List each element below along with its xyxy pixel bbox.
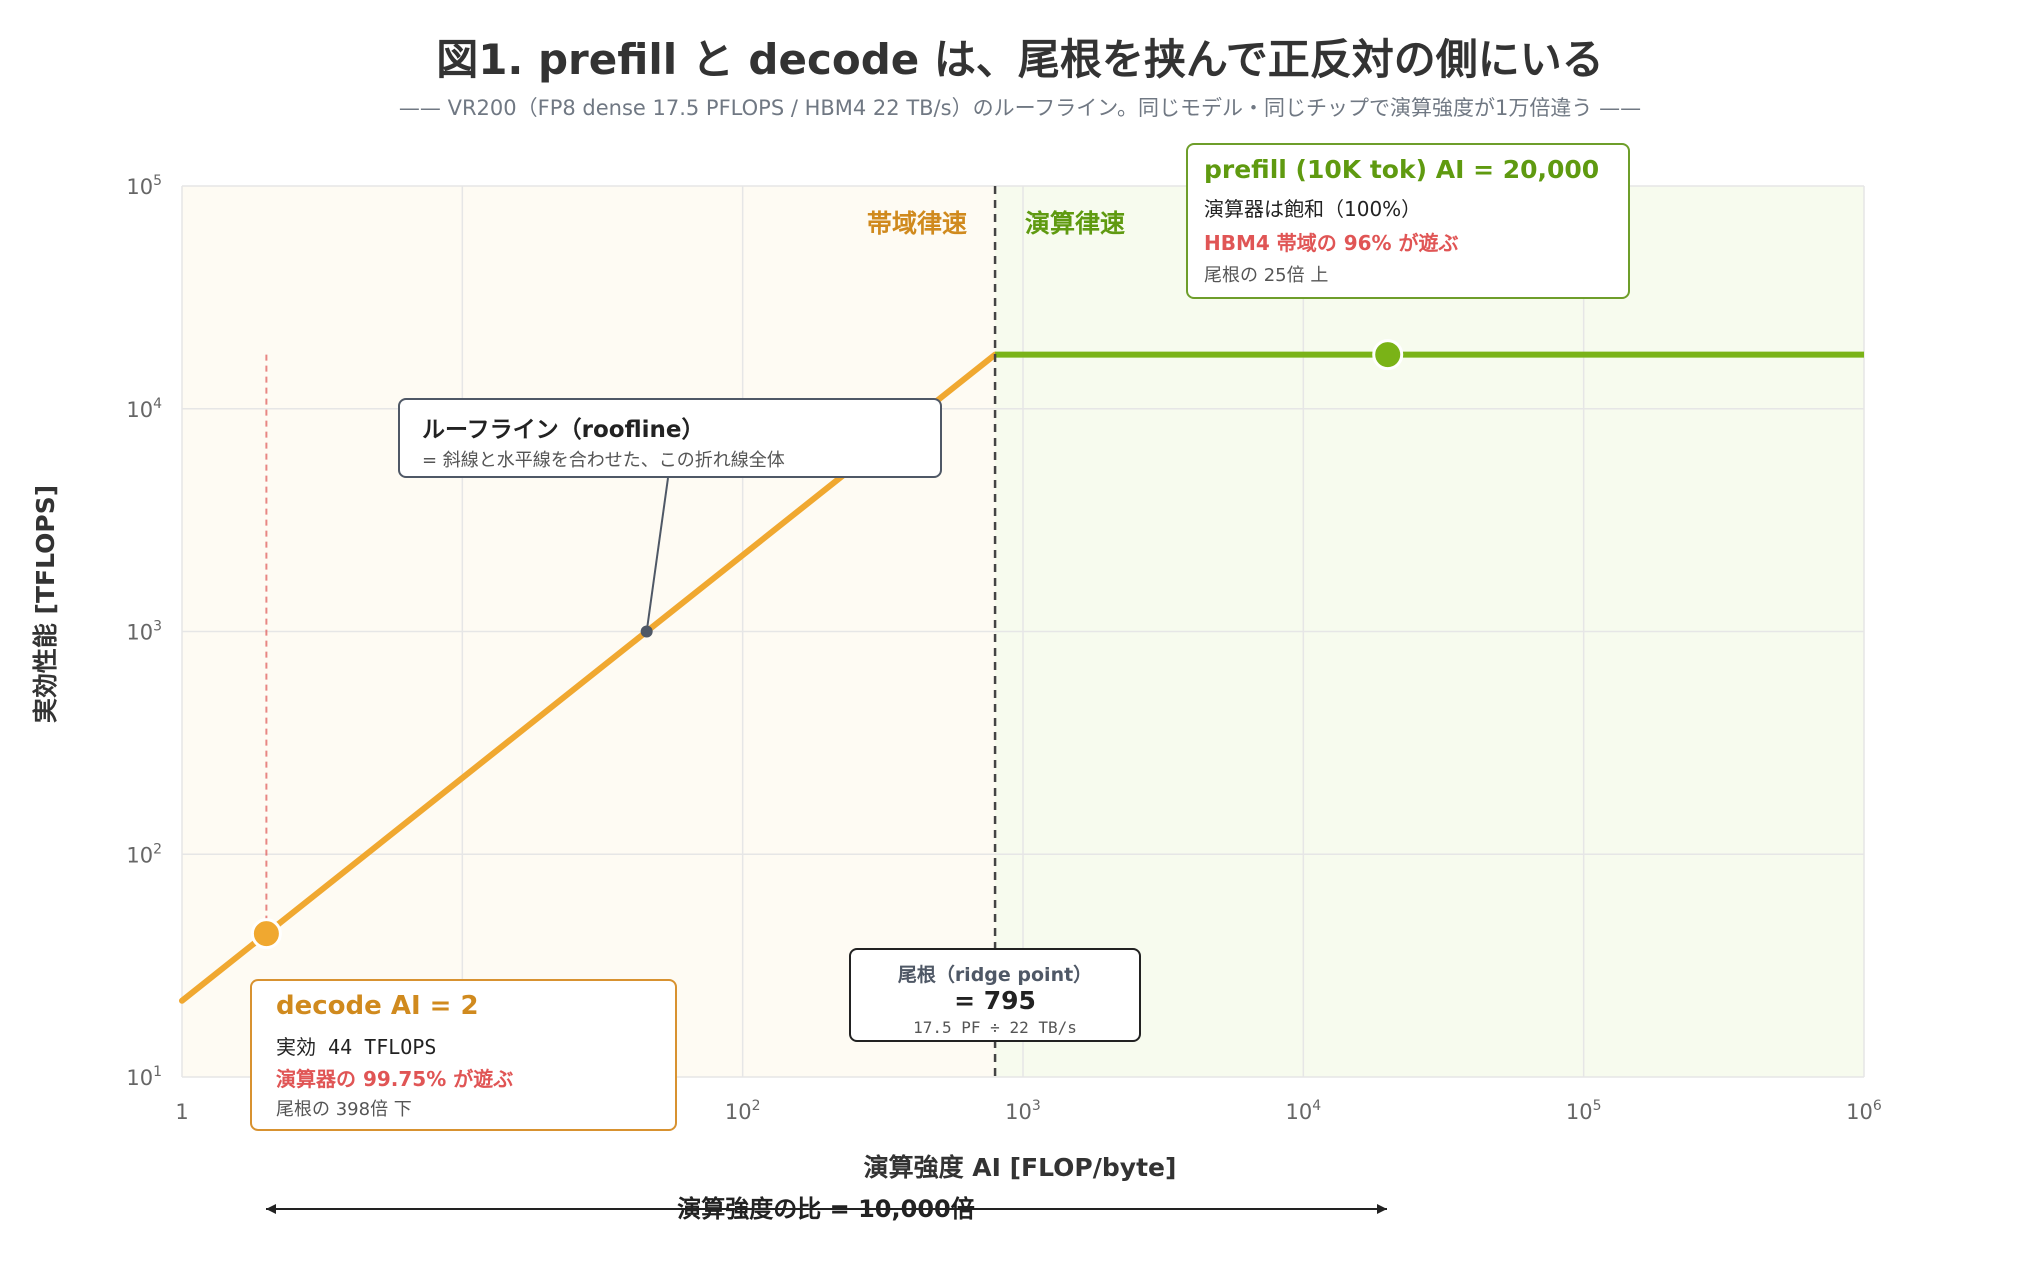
roofline-callout-title: ルーフライン（roofline） bbox=[422, 417, 705, 443]
region-label-compute-bound: 演算律速 bbox=[1025, 209, 1125, 238]
ridge-callout-value: = 795 bbox=[954, 986, 1036, 1015]
chart-subtitle: —— VR200（FP8 dense 17.5 PFLOPS / HBM4 22… bbox=[398, 96, 1642, 120]
x-tick-label: 1 bbox=[175, 1100, 188, 1124]
y-tick-label: 104 bbox=[126, 396, 162, 422]
ridge-callout-formula: 17.5 PF ÷ 22 TB/s bbox=[913, 1018, 1077, 1037]
ridge-callout-title: 尾根（ridge point） bbox=[897, 964, 1093, 986]
y-axis-label: 実効性能 [TFLOPS] bbox=[31, 484, 60, 724]
prefill-callout: prefill (10K tok) AI = 20,000 演算器は飽和（100… bbox=[1186, 143, 1630, 299]
decode-callout-line3: 尾根の 398倍 下 bbox=[276, 1099, 412, 1120]
region-label-memory-bound: 帯域律速 bbox=[867, 209, 967, 238]
y-tick-label: 105 bbox=[126, 173, 162, 199]
decode-point bbox=[250, 918, 282, 950]
y-tick-label: 101 bbox=[126, 1064, 162, 1090]
roofline-callout-desc: = 斜線と水平線を合わせた、この折れ線全体 bbox=[422, 450, 785, 471]
decode-callout-line1: 実効 44 TFLOPS bbox=[276, 1035, 437, 1059]
x-tick-label: 105 bbox=[1566, 1098, 1602, 1124]
x-tick-label: 102 bbox=[725, 1098, 761, 1124]
roofline-callout: ルーフライン（roofline） = 斜線と水平線を合わせた、この折れ線全体 bbox=[398, 398, 942, 478]
ratio-label: 演算強度の比 = 10,000倍 bbox=[677, 1195, 974, 1223]
prefill-callout-line3: 尾根の 25倍 上 bbox=[1204, 265, 1329, 286]
prefill-callout-line2: HBM4 帯域の 96% が遊ぶ bbox=[1204, 231, 1459, 255]
roofline-leader-dot bbox=[640, 625, 653, 638]
decode-callout: decode AI = 2 実効 44 TFLOPS 演算器の 99.75% が… bbox=[250, 979, 677, 1131]
decode-callout-title: decode AI = 2 bbox=[276, 991, 479, 1021]
x-tick-label: 104 bbox=[1286, 1098, 1322, 1124]
prefill-callout-line1: 演算器は飽和（100%） bbox=[1204, 197, 1422, 221]
roofline-callout-leader bbox=[645, 477, 669, 632]
y-tick-label: 103 bbox=[126, 619, 162, 645]
y-tick-label: 102 bbox=[126, 841, 162, 867]
x-tick-label: 103 bbox=[1005, 1098, 1041, 1124]
chart-title: 図1. prefill と decode は、尾根を挟んで正反対の側にいる bbox=[436, 35, 1604, 84]
ridge-callout: 尾根（ridge point） = 795 17.5 PF ÷ 22 TB/s bbox=[849, 948, 1141, 1042]
x-axis-label: 演算強度 AI [FLOP/byte] bbox=[863, 1153, 1177, 1182]
prefill-callout-title: prefill (10K tok) AI = 20,000 bbox=[1204, 155, 1600, 184]
prefill-point bbox=[1372, 339, 1404, 371]
decode-callout-line2: 演算器の 99.75% が遊ぶ bbox=[276, 1067, 514, 1091]
x-tick-label: 106 bbox=[1846, 1098, 1882, 1124]
